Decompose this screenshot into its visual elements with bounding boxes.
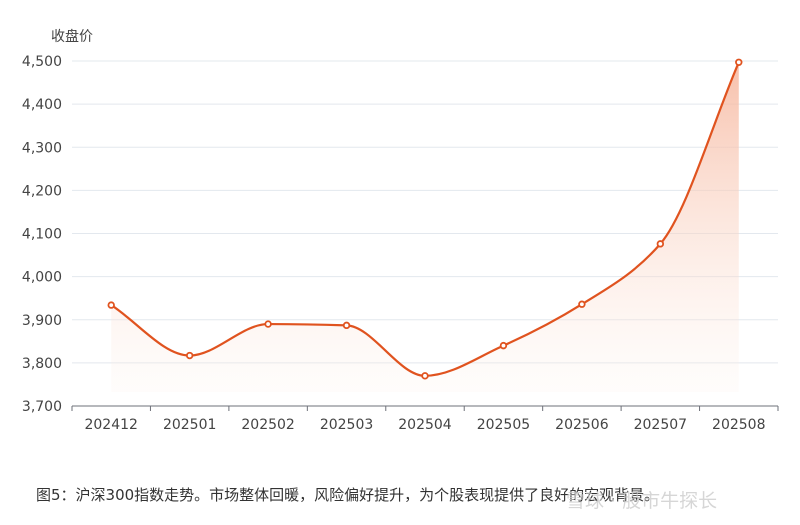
data-point <box>656 240 665 248</box>
y-axis-ticks: 3,700 3,800 3,900 4,000 4,100 4,200 4,300 4,400… <box>22 54 62 415</box>
y-tick-label: 4,000 <box>22 270 62 286</box>
figure-caption: 图5：沪深300指数走势。市场整体回暖，风险偏好提升，为个股表现提供了良好的宏观… <box>36 486 660 504</box>
series-area <box>111 62 739 392</box>
y-tick-label: 4,300 <box>22 140 62 156</box>
y-axis-label: 收盘价 <box>51 28 93 45</box>
x-tick-label: 202507 <box>634 417 687 433</box>
chart: 收盘价 3,700 3,800 3,900 4,000 4,100 4,200 4,300 4… <box>22 28 779 433</box>
watermark: 雪球 · 股市牛探长 <box>566 490 718 512</box>
data-point <box>185 351 194 360</box>
x-tick-label: 202412 <box>84 417 137 433</box>
data-point <box>578 300 586 308</box>
y-tick-label: 4,200 <box>22 183 62 199</box>
x-tick-label: 202502 <box>241 417 294 433</box>
data-point <box>735 58 743 66</box>
y-tick-label: 4,500 <box>22 54 62 70</box>
y-tick-label: 3,900 <box>22 313 62 329</box>
x-tick-label: 202508 <box>712 417 765 433</box>
x-tick-label: 202506 <box>555 417 609 433</box>
x-tick-label: 202501 <box>163 417 216 433</box>
y-tick-label: 4,400 <box>22 97 62 113</box>
data-points <box>107 58 743 380</box>
data-point <box>107 301 115 309</box>
x-axis: 202412 202501 202502 202503 202504 202505 2025… <box>71 405 779 433</box>
gridlines <box>72 60 778 364</box>
data-point <box>499 341 508 350</box>
x-tick-label: 202504 <box>398 417 452 433</box>
y-tick-label: 4,100 <box>22 227 62 243</box>
data-point <box>421 372 429 380</box>
y-tick-label: 3,700 <box>22 399 62 415</box>
data-point <box>342 321 351 330</box>
x-tick-label: 202503 <box>320 417 373 433</box>
x-tick-label: 202505 <box>477 417 530 433</box>
y-tick-label: 3,800 <box>22 356 62 372</box>
data-point <box>264 320 272 328</box>
